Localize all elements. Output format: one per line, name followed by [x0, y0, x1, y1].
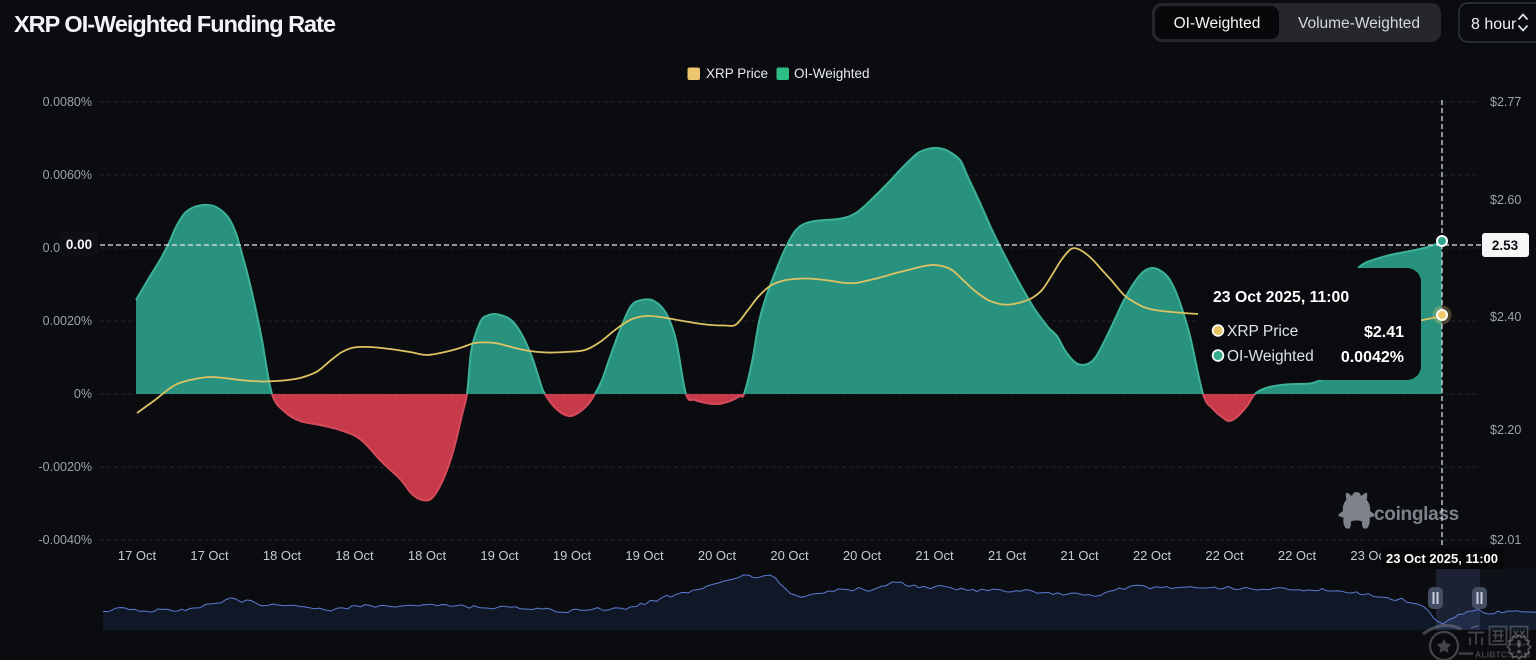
- svg-text:0.00: 0.00: [66, 237, 92, 252]
- svg-text:21 Oct: 21 Oct: [915, 548, 954, 563]
- svg-text:coinglass: coinglass: [1374, 504, 1459, 525]
- svg-text:$2.77: $2.77: [1490, 95, 1521, 109]
- svg-text:23 Oct 2025, 11:00: 23 Oct 2025, 11:00: [1386, 551, 1498, 566]
- svg-text:18 Oct: 18 Oct: [263, 548, 302, 563]
- svg-text:20 Oct: 20 Oct: [843, 548, 882, 563]
- svg-text:XRP OI-Weighted Funding Rate: XRP OI-Weighted Funding Rate: [14, 11, 336, 37]
- svg-text:OI-Weighted: OI-Weighted: [794, 66, 870, 81]
- svg-text:18 Oct: 18 Oct: [335, 548, 374, 563]
- svg-text:20 Oct: 20 Oct: [698, 548, 737, 563]
- svg-text:21 Oct: 21 Oct: [988, 548, 1027, 563]
- svg-text:$2.01: $2.01: [1490, 533, 1521, 547]
- svg-text:$2.20: $2.20: [1490, 423, 1521, 437]
- svg-text:$2.60: $2.60: [1490, 193, 1521, 207]
- svg-text:23 Oct: 23 Oct: [1350, 548, 1389, 563]
- svg-text:0.0080%: 0.0080%: [43, 95, 92, 109]
- svg-text:-0.0040%: -0.0040%: [38, 533, 92, 547]
- svg-text:20 Oct: 20 Oct: [770, 548, 809, 563]
- svg-text:19 Oct: 19 Oct: [625, 548, 664, 563]
- svg-text:19 Oct: 19 Oct: [553, 548, 592, 563]
- svg-text:Volume-Weighted: Volume-Weighted: [1298, 15, 1420, 32]
- svg-text:22 Oct: 22 Oct: [1205, 548, 1244, 563]
- svg-text:22 Oct: 22 Oct: [1278, 548, 1317, 563]
- svg-text:OI-Weighted: OI-Weighted: [1174, 15, 1261, 32]
- svg-text:$2.41: $2.41: [1364, 324, 1404, 341]
- svg-text:8 hour: 8 hour: [1471, 16, 1517, 33]
- svg-text:21 Oct: 21 Oct: [1060, 548, 1099, 563]
- svg-text:17 Oct: 17 Oct: [118, 548, 157, 563]
- svg-text:23 Oct 2025, 11:00: 23 Oct 2025, 11:00: [1213, 289, 1349, 306]
- svg-text:0%: 0%: [74, 387, 92, 401]
- svg-text:19 Oct: 19 Oct: [480, 548, 519, 563]
- svg-text:0.0042%: 0.0042%: [1341, 349, 1404, 366]
- svg-text:-0.0020%: -0.0020%: [38, 460, 92, 474]
- svg-text:OI-Weighted: OI-Weighted: [1227, 348, 1314, 365]
- svg-text:$2.40: $2.40: [1490, 310, 1521, 324]
- svg-text:0.0060%: 0.0060%: [43, 168, 92, 182]
- svg-text:17 Oct: 17 Oct: [190, 548, 229, 563]
- svg-text:18 Oct: 18 Oct: [408, 548, 447, 563]
- svg-text:0.0020%: 0.0020%: [43, 314, 92, 328]
- svg-text:2.53: 2.53: [1492, 238, 1519, 253]
- svg-text:ALIBTC.COM: ALIBTC.COM: [1475, 650, 1530, 660]
- svg-text:XRP Price: XRP Price: [1227, 323, 1298, 340]
- svg-text:XRP Price: XRP Price: [706, 66, 768, 81]
- svg-text:22 Oct: 22 Oct: [1133, 548, 1172, 563]
